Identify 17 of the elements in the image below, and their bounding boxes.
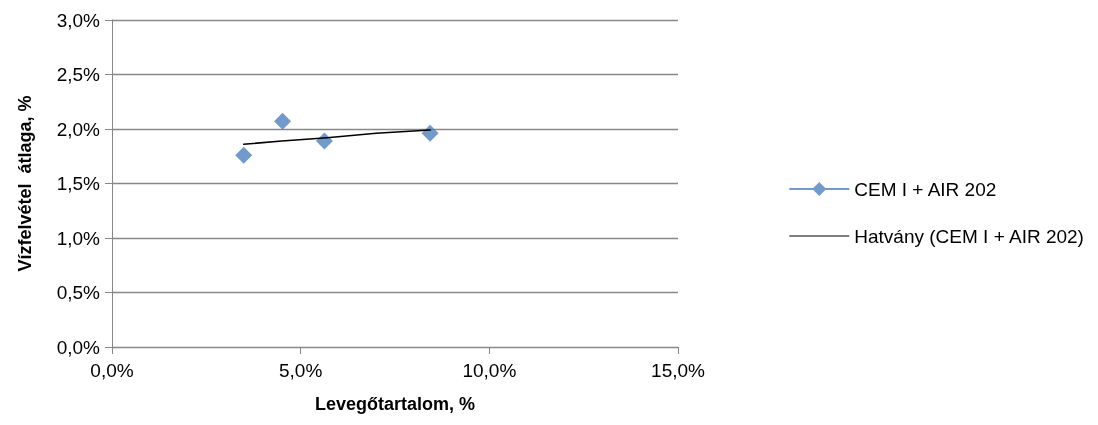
y-tick-label: 2,5% [56,64,101,85]
x-tick-label: 10,0% [462,360,517,381]
legend-label: Hatvány (CEM I + AIR 202) [854,225,1084,247]
y-tick-label: 2,0% [56,118,101,140]
y-tick-label: 1,0% [56,227,101,249]
x-tick-label: 5,0% [279,360,323,381]
x-axis-title: Levegőtartalom, % [314,394,476,414]
y-tick-label: 3,0% [56,9,101,31]
point [274,112,292,130]
y-tick-label: 0,0% [56,336,101,358]
point [235,146,253,164]
legend-label: CEM I + AIR 202 [854,178,997,200]
y-axis-title: Vízfelvétel átlaga, % [15,95,35,272]
y-tick-label: 0,5% [56,282,101,303]
x-tick-label: 0,0% [90,360,134,381]
y-tick-label: 1,5% [56,173,101,194]
x-tick-label: 15,0% [651,360,706,381]
